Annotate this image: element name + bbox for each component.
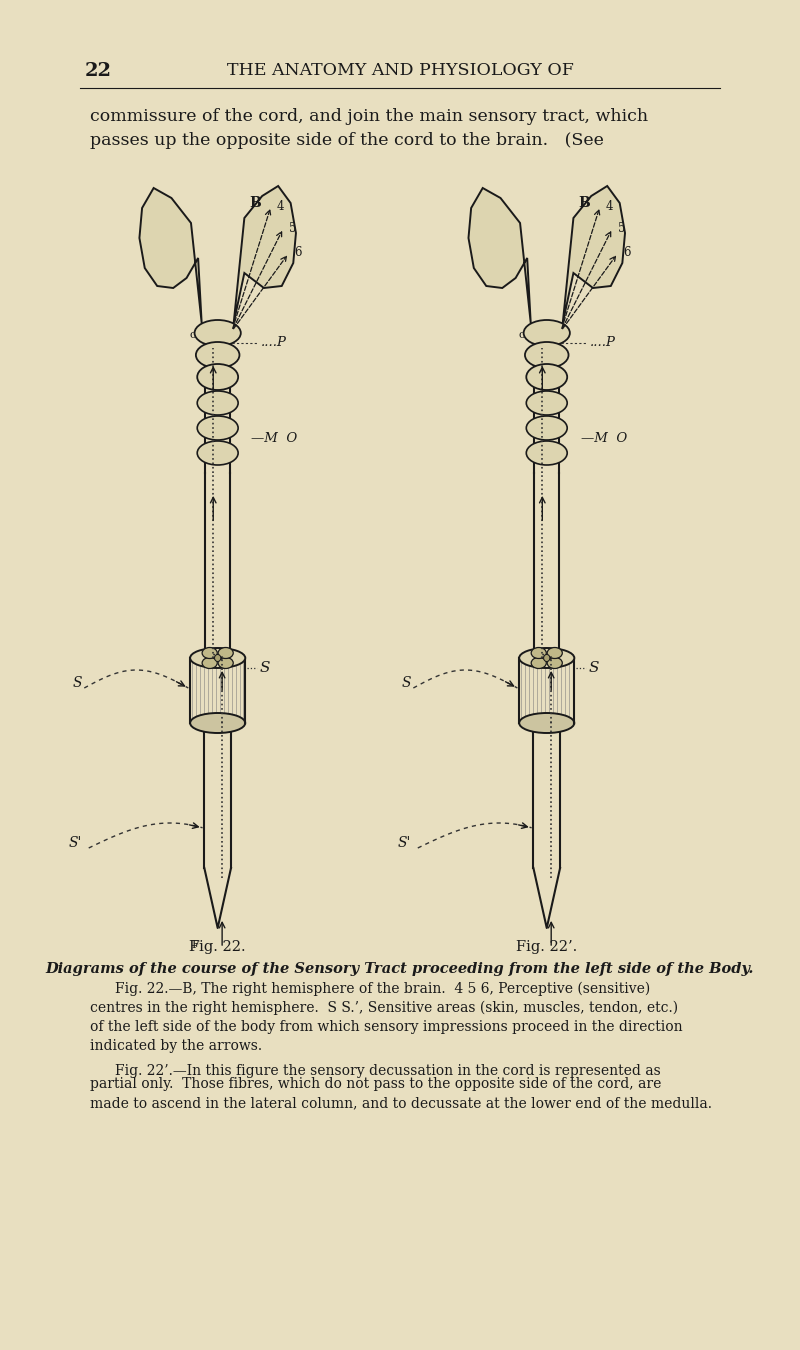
Text: B: B bbox=[578, 196, 590, 211]
Polygon shape bbox=[562, 186, 625, 323]
Text: F: F bbox=[191, 940, 198, 950]
Text: S: S bbox=[401, 676, 410, 690]
Text: of the left side of the body from which sensory impressions proceed in the direc: of the left side of the body from which … bbox=[90, 1021, 683, 1034]
Text: —M  O: —M O bbox=[581, 432, 626, 444]
Text: passes up the opposite side of the cord to the brain.   (See: passes up the opposite side of the cord … bbox=[90, 132, 604, 148]
Ellipse shape bbox=[218, 648, 234, 659]
Ellipse shape bbox=[519, 713, 574, 733]
Text: THE ANATOMY AND PHYSIOLOGY OF: THE ANATOMY AND PHYSIOLOGY OF bbox=[226, 62, 574, 80]
Ellipse shape bbox=[526, 392, 567, 414]
Ellipse shape bbox=[218, 657, 234, 668]
Text: B: B bbox=[249, 196, 261, 211]
Ellipse shape bbox=[525, 342, 569, 369]
Ellipse shape bbox=[526, 416, 567, 440]
Text: cc: cc bbox=[518, 329, 530, 340]
Ellipse shape bbox=[526, 364, 567, 390]
Ellipse shape bbox=[196, 342, 239, 369]
Polygon shape bbox=[469, 188, 530, 323]
Text: 4: 4 bbox=[606, 200, 613, 212]
Ellipse shape bbox=[198, 392, 238, 414]
Ellipse shape bbox=[190, 648, 246, 668]
Text: 5: 5 bbox=[618, 221, 626, 235]
Text: Fig. 22.—B, The right hemisphere of the brain.  4 5 6, Perceptive (sensitive): Fig. 22.—B, The right hemisphere of the … bbox=[115, 981, 650, 996]
Text: cc: cc bbox=[189, 329, 202, 340]
Text: Fig. 22’.: Fig. 22’. bbox=[516, 940, 578, 954]
Polygon shape bbox=[234, 186, 296, 323]
Ellipse shape bbox=[547, 648, 562, 659]
Ellipse shape bbox=[198, 441, 238, 464]
Ellipse shape bbox=[524, 320, 570, 346]
Polygon shape bbox=[139, 188, 202, 323]
Text: partial only.  Those fibres, which do not pass to the opposite side of the cord,: partial only. Those fibres, which do not… bbox=[90, 1077, 662, 1091]
Circle shape bbox=[544, 655, 550, 662]
Text: 22: 22 bbox=[84, 62, 111, 80]
Ellipse shape bbox=[547, 657, 562, 668]
Text: S: S bbox=[589, 662, 599, 675]
Ellipse shape bbox=[519, 648, 574, 668]
Text: 6: 6 bbox=[294, 247, 302, 259]
Ellipse shape bbox=[194, 320, 241, 346]
Text: Diagrams of the course of the Sensory Tract proceeding from the left side of the: Diagrams of the course of the Sensory Tr… bbox=[46, 963, 754, 976]
Text: S': S' bbox=[398, 836, 410, 850]
Ellipse shape bbox=[202, 657, 218, 668]
Text: ....P: ....P bbox=[590, 336, 615, 350]
Ellipse shape bbox=[202, 648, 218, 659]
Circle shape bbox=[214, 655, 221, 662]
Text: 5: 5 bbox=[289, 221, 296, 235]
Ellipse shape bbox=[531, 657, 546, 668]
Text: 4: 4 bbox=[276, 200, 284, 212]
Ellipse shape bbox=[526, 441, 567, 464]
Text: Fig. 22’.—In this figure the sensory decussation in the cord is represented as: Fig. 22’.—In this figure the sensory dec… bbox=[115, 1064, 661, 1079]
Ellipse shape bbox=[198, 364, 238, 390]
Text: commissure of the cord, and join the main sensory tract, which: commissure of the cord, and join the mai… bbox=[90, 108, 649, 126]
Ellipse shape bbox=[198, 416, 238, 440]
Text: made to ascend in the lateral column, and to decussate at the lower end of the m: made to ascend in the lateral column, an… bbox=[90, 1096, 713, 1110]
Text: —M  O: —M O bbox=[251, 432, 298, 444]
Ellipse shape bbox=[531, 648, 546, 659]
Text: ....P: ....P bbox=[260, 336, 286, 350]
Text: Fig. 22.: Fig. 22. bbox=[190, 940, 246, 954]
Text: centres in the right hemisphere.  S S.’, Sensitive areas (skin, muscles, tendon,: centres in the right hemisphere. S S.’, … bbox=[90, 1000, 678, 1015]
Text: 6: 6 bbox=[623, 247, 630, 259]
Text: S: S bbox=[259, 662, 270, 675]
Ellipse shape bbox=[190, 713, 246, 733]
Text: indicated by the arrows.: indicated by the arrows. bbox=[90, 1040, 262, 1053]
Text: S': S' bbox=[68, 836, 82, 850]
Text: S: S bbox=[72, 676, 82, 690]
